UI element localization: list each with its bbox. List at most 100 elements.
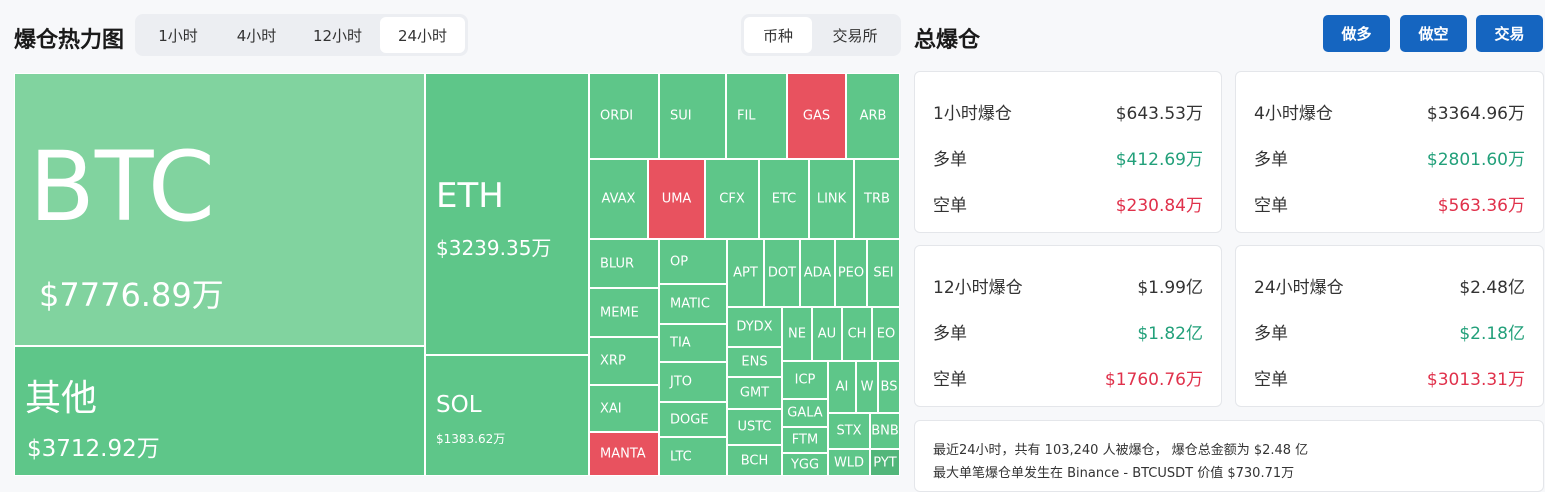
tile-etc[interactable]: ETC xyxy=(759,159,809,239)
tile-xrp[interactable]: XRP xyxy=(589,337,659,385)
tile-ordi[interactable]: ORDI xyxy=(589,73,659,159)
tile-symbol: ADA xyxy=(803,265,832,281)
short-value: $230.84万 xyxy=(1115,196,1203,216)
stats-card-4h: 4小时爆仓 $3364.96万 多单 $2801.60万 空单 $563.36万 xyxy=(1235,71,1544,233)
tile-ftm[interactable]: FTM xyxy=(782,427,828,453)
tile-ustc[interactable]: USTC xyxy=(727,409,782,445)
tile-symbol: XAI xyxy=(600,401,622,416)
tile-sei[interactable]: SEI xyxy=(867,239,900,307)
card-total: $2.48亿 xyxy=(1459,278,1525,298)
tile-op[interactable]: OP xyxy=(659,239,727,284)
tile-symbol: LTC xyxy=(670,449,692,464)
tile-fil[interactable]: FIL xyxy=(726,73,787,159)
long-label: 多单 xyxy=(933,150,967,170)
tile-doge[interactable]: DOGE xyxy=(659,402,727,437)
tile-xai[interactable]: XAI xyxy=(589,385,659,432)
tile-symbol: MANTA xyxy=(600,446,646,462)
tile-peo[interactable]: PEO xyxy=(835,239,867,307)
tab-24h[interactable]: 24小时 xyxy=(380,17,465,53)
tile-trb[interactable]: TRB xyxy=(854,159,900,239)
tile-symbol: SOL xyxy=(436,392,482,418)
tile-ch[interactable]: CH xyxy=(842,307,872,361)
short-label: 空单 xyxy=(933,196,967,216)
tile-symbol: PEO xyxy=(837,265,865,281)
trade-button[interactable]: 交易 xyxy=(1476,15,1543,52)
liquidation-treemap: BTC $7776.89万 其他 $3712.92万 ETH $3239.35万… xyxy=(14,73,900,476)
tab-exchange[interactable]: 交易所 xyxy=(832,26,878,45)
tile-value: $1383.62万 xyxy=(436,432,506,446)
tab-12h[interactable]: 12小时 xyxy=(312,26,363,45)
tile-matic[interactable]: MATIC xyxy=(659,284,727,324)
tile-symbol: SUI xyxy=(670,108,692,124)
tile-sui[interactable]: SUI xyxy=(659,73,726,159)
tile-gas[interactable]: GAS xyxy=(787,73,846,159)
tile-btc[interactable]: BTC $7776.89万 xyxy=(14,73,425,346)
tile-symbol: TIA xyxy=(670,335,691,351)
tile-gmt[interactable]: GMT xyxy=(727,377,782,409)
tile-cfx[interactable]: CFX xyxy=(705,159,759,239)
tile-symbol: SEI xyxy=(873,265,894,281)
tile-ada[interactable]: ADA xyxy=(800,239,835,307)
tab-4h[interactable]: 4小时 xyxy=(236,26,277,45)
tile-symbol: USTC xyxy=(737,419,772,435)
tile-bch[interactable]: BCH xyxy=(727,445,782,476)
short-label: 空单 xyxy=(1254,370,1288,390)
tile-symbol: ICP xyxy=(794,372,816,388)
tile-symbol: TRB xyxy=(864,191,890,207)
tile-ygg[interactable]: YGG xyxy=(782,453,828,476)
tile-symbol: PYT xyxy=(873,455,897,470)
tile-symbol: FTM xyxy=(791,432,819,448)
liquidation-summary: 最近24小时，共有 103,240 人被爆仓， 爆仓总金额为 $2.48 亿 最… xyxy=(914,420,1544,492)
tile-symbol: GALA xyxy=(787,405,823,421)
tile-arb[interactable]: ARB xyxy=(846,73,900,159)
tile-tia[interactable]: TIA xyxy=(659,324,727,362)
tile-sol[interactable]: SOL $1383.62万 xyxy=(425,355,589,476)
tile-jto[interactable]: JTO xyxy=(659,362,727,402)
tile-manta[interactable]: MANTA xyxy=(589,432,659,476)
tile-link[interactable]: LINK xyxy=(809,159,854,239)
tile-symbol: DYDX xyxy=(736,319,773,335)
tile-value: $3712.92万 xyxy=(27,436,160,462)
tile-meme[interactable]: MEME xyxy=(589,288,659,337)
tile-dydx[interactable]: DYDX xyxy=(727,307,782,347)
tile-ne[interactable]: NE xyxy=(782,307,812,361)
tile-gala[interactable]: GALA xyxy=(782,399,828,427)
group-tabs: 币种 交易所 xyxy=(741,14,901,56)
short-button[interactable]: 做空 xyxy=(1400,15,1467,52)
long-value: $1.82亿 xyxy=(1137,324,1203,344)
long-value: $412.69万 xyxy=(1115,150,1203,170)
tile-symbol: MEME xyxy=(600,305,639,320)
tile-pyt[interactable]: PYT xyxy=(870,449,900,476)
tile-symbol: AI xyxy=(835,379,849,395)
tile-symbol: YGG xyxy=(790,457,820,472)
tile-eth[interactable]: ETH $3239.35万 xyxy=(425,73,589,355)
tile-other[interactable]: 其他 $3712.92万 xyxy=(14,346,425,476)
tile-value: $3239.35万 xyxy=(436,236,552,260)
tile-wld[interactable]: WLD xyxy=(828,449,870,476)
tile-symbol: EO xyxy=(876,326,896,342)
tile-stx[interactable]: STX xyxy=(828,413,870,449)
tile-au[interactable]: AU xyxy=(812,307,842,361)
tile-apt[interactable]: APT xyxy=(727,239,764,307)
tile-symbol: BS xyxy=(880,379,898,395)
tile-symbol: CFX xyxy=(719,191,745,207)
tile-ens[interactable]: ENS xyxy=(727,347,782,377)
tile-icp[interactable]: ICP xyxy=(782,361,828,399)
long-value: $2.18亿 xyxy=(1459,324,1525,344)
tile-symbol: UMA xyxy=(661,191,692,207)
tile-bs[interactable]: BS xyxy=(878,361,900,413)
tab-coin[interactable]: 币种 xyxy=(744,17,812,53)
long-button[interactable]: 做多 xyxy=(1323,15,1390,52)
tile-eo[interactable]: EO xyxy=(872,307,900,361)
tile-avax[interactable]: AVAX xyxy=(589,159,648,239)
tile-symbol: BCH xyxy=(740,453,769,468)
tile-blur[interactable]: BLUR xyxy=(589,239,659,288)
tile-ltc[interactable]: LTC xyxy=(659,437,727,476)
stats-card-1h: 1小时爆仓 $643.53万 多单 $412.69万 空单 $230.84万 xyxy=(914,71,1222,233)
tile-ai[interactable]: AI xyxy=(828,361,856,413)
tile-uma[interactable]: UMA xyxy=(648,159,705,239)
tab-1h[interactable]: 1小时 xyxy=(158,26,198,45)
tile-w[interactable]: W xyxy=(856,361,878,413)
tile-dot[interactable]: DOT xyxy=(764,239,800,307)
tile-bnb[interactable]: BNB xyxy=(870,413,900,449)
